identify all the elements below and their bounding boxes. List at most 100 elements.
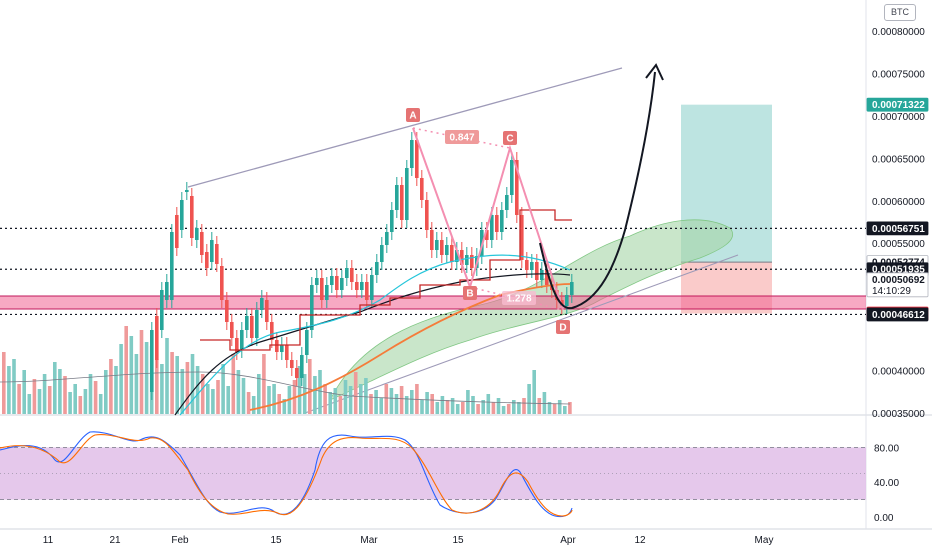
stoch-tick-label: 0.00 xyxy=(874,513,894,524)
price-badge: 0.00071322 xyxy=(866,97,929,112)
price-tick-label: 0.00070000 xyxy=(872,112,925,123)
candle-body xyxy=(285,345,289,360)
volume-bar xyxy=(328,392,332,414)
candle-body xyxy=(175,215,179,248)
volume-bar xyxy=(180,369,185,414)
candle-body xyxy=(255,310,259,338)
volume-bar xyxy=(374,390,378,414)
candle-body xyxy=(345,268,349,278)
candle-body xyxy=(420,178,424,200)
volume-bar xyxy=(308,359,312,414)
candle-body xyxy=(450,245,454,262)
candle-body xyxy=(310,285,314,330)
pattern-point-label: A xyxy=(409,111,416,122)
volume-bar xyxy=(297,366,302,414)
time-tick-label: 12 xyxy=(634,535,646,546)
volume-bar xyxy=(104,370,108,414)
volume-bar xyxy=(404,396,409,414)
candle-body xyxy=(455,250,459,262)
volume-bar xyxy=(425,392,429,414)
volume-bar xyxy=(445,400,450,414)
volume-bar xyxy=(170,352,174,414)
price-tick-label: 0.00060000 xyxy=(872,197,925,208)
volume-bar xyxy=(348,386,353,414)
harmonic-bd-ratio-line xyxy=(469,286,564,311)
candle-body xyxy=(495,215,499,232)
candle-body xyxy=(155,316,159,360)
volume-bar xyxy=(389,388,394,414)
volume-bar xyxy=(241,378,246,414)
volume-bar xyxy=(93,381,98,414)
candle-body xyxy=(525,260,529,270)
stoch-tick-label: 80.00 xyxy=(874,443,899,454)
volume-bar xyxy=(63,376,67,414)
volume-bar xyxy=(420,400,424,414)
volume-bar xyxy=(471,396,475,414)
candle-body xyxy=(230,322,234,338)
volume-bar xyxy=(98,394,103,414)
volume-bar xyxy=(216,380,220,414)
volume-bar xyxy=(185,362,190,414)
price-badge-text: 0.00056751 xyxy=(872,224,925,235)
volume-bar xyxy=(88,374,93,414)
candle-body xyxy=(520,215,524,260)
volume-bar xyxy=(450,398,455,414)
volume-bar xyxy=(53,362,57,414)
candle-body xyxy=(535,262,539,280)
candle-body xyxy=(445,245,449,255)
volume-bar xyxy=(2,352,6,414)
volume-bar xyxy=(134,354,139,414)
volume-bar xyxy=(83,389,88,414)
candle-body xyxy=(170,232,174,300)
candle-body xyxy=(405,168,409,220)
candle-body xyxy=(235,338,239,352)
candle-body xyxy=(250,316,254,338)
volume-bar xyxy=(231,354,236,414)
candle-body xyxy=(320,278,324,300)
candle-body xyxy=(505,195,509,210)
volume-bar xyxy=(338,396,343,414)
candle-body xyxy=(485,230,489,240)
volume-bar xyxy=(501,406,506,414)
price-badge-countdown: 14:10:29 xyxy=(872,286,911,297)
volume-bar xyxy=(542,392,547,414)
volume-bar xyxy=(496,398,501,414)
price-badge-bg xyxy=(866,307,929,322)
volume-bar xyxy=(246,392,251,414)
volume-bar xyxy=(353,372,358,414)
candle-body xyxy=(340,278,344,290)
candle-body xyxy=(350,268,354,282)
time-tick-label: Feb xyxy=(171,535,189,546)
volume-bar xyxy=(435,402,440,414)
volume-bar xyxy=(491,402,496,414)
volume-bar xyxy=(379,398,383,414)
stoch-k-line xyxy=(0,431,573,518)
candle-body xyxy=(415,140,419,178)
volume-bar xyxy=(206,384,210,414)
volume-bar xyxy=(506,404,511,414)
volume-bar xyxy=(22,370,26,414)
time-tick-label: 21 xyxy=(109,535,121,546)
candle-body xyxy=(355,282,359,290)
candle-body xyxy=(330,276,334,285)
volume-bar xyxy=(257,374,261,414)
currency-badge[interactable]: BTC xyxy=(884,4,916,21)
pattern-ratio-bg xyxy=(502,291,536,305)
candle-body xyxy=(545,270,549,285)
price-badge-text: 0.00071322 xyxy=(872,100,925,111)
volume-bar xyxy=(399,386,404,414)
candle-body xyxy=(460,250,464,265)
volume-bar xyxy=(568,402,572,414)
projection-arrow-head xyxy=(645,63,664,81)
candle-body xyxy=(265,300,269,322)
candle-body xyxy=(225,300,229,322)
candle-body xyxy=(440,240,444,255)
candle-body xyxy=(245,316,249,330)
candle-body xyxy=(555,290,559,300)
volume-bar xyxy=(47,386,52,414)
price-badge-text: 0.00051935 xyxy=(872,265,925,276)
projection-arrow-curve xyxy=(539,71,656,310)
